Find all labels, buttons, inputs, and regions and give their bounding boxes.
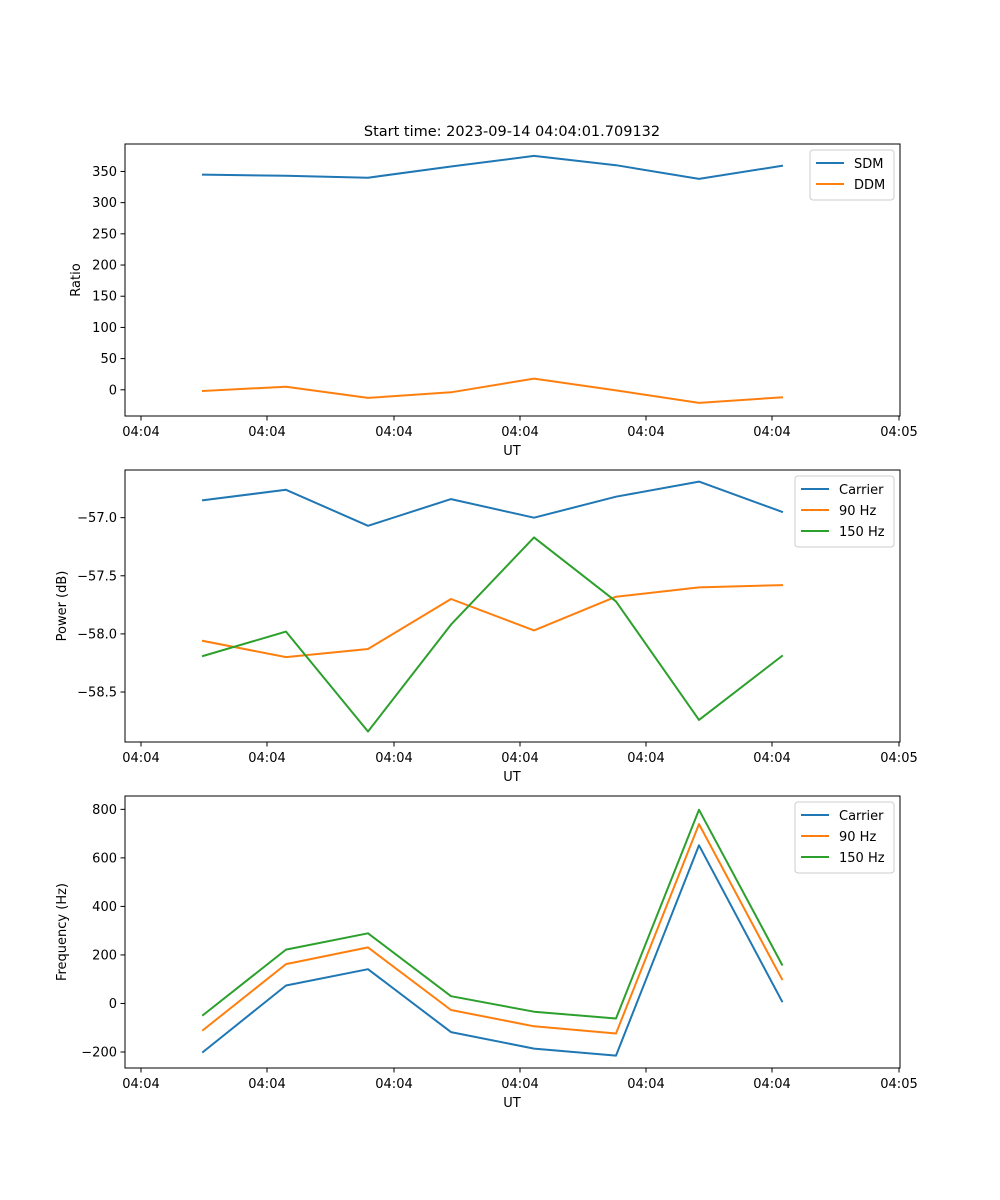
y-axis-label: Power (dB) xyxy=(55,571,70,642)
series-line-90-hz xyxy=(201,584,784,659)
x-tick-label: 04:04 xyxy=(375,425,412,440)
y-tick-label: −57.0 xyxy=(77,511,117,526)
x-tick-label: 04:04 xyxy=(753,1077,790,1092)
x-axis-label: UT xyxy=(503,1096,521,1111)
legend-label: 90 Hz xyxy=(839,830,876,845)
axes-container: 04:04 04:04 04:04 04:04 04:04 04:04 04:05 UT 0 50… xyxy=(55,143,918,1111)
x-tick-label: 04:04 xyxy=(627,1077,664,1092)
x-tick-label: 04:04 xyxy=(248,1077,285,1092)
x-tick-label: 04:04 xyxy=(501,751,538,766)
legend: Carrier 90 Hz 150 Hz xyxy=(794,475,895,548)
y-tick-label: 300 xyxy=(92,196,117,211)
y-axis-label: Ratio xyxy=(69,263,84,296)
x-tick-label: 04:05 xyxy=(880,751,917,766)
x-tick-label: 04:04 xyxy=(627,425,664,440)
x-tick-label: 04:04 xyxy=(375,751,412,766)
x-tick-label: 04:04 xyxy=(248,425,285,440)
series-line-90-hz xyxy=(201,823,784,1035)
x-tick-label: 04:04 xyxy=(122,751,159,766)
series-line-150-hz xyxy=(201,536,784,733)
series-line-ddm xyxy=(201,377,784,404)
legend-frame xyxy=(794,475,895,548)
y-axis-label: Frequency (Hz) xyxy=(55,883,70,981)
legend-label: DDM xyxy=(854,178,885,193)
y-tick-label: 150 xyxy=(92,290,117,305)
axes-1: 04:04 04:04 04:04 04:04 04:04 04:04 04:05 UT 0 50… xyxy=(69,143,918,459)
legend-label: 90 Hz xyxy=(839,504,876,519)
y-tick-label: 200 xyxy=(92,948,117,963)
y-tick-label: 0 xyxy=(109,383,117,398)
x-tick-label: 04:05 xyxy=(880,1077,917,1092)
x-tick-label: 04:04 xyxy=(753,751,790,766)
legend-label: Carrier xyxy=(839,483,884,498)
legend-label: Carrier xyxy=(839,809,884,824)
x-axis-label: UT xyxy=(503,444,521,459)
legend-label: 150 Hz xyxy=(839,851,885,866)
x-tick-label: 04:04 xyxy=(753,425,790,440)
y-tick-label: 100 xyxy=(92,321,117,336)
x-tick-label: 04:04 xyxy=(375,1077,412,1092)
legend-label: SDM xyxy=(854,157,883,172)
y-tick-label: 250 xyxy=(92,227,117,242)
y-tick-label: 0 xyxy=(109,997,117,1012)
series-line-carrier xyxy=(201,844,784,1057)
series-line-carrier xyxy=(201,480,784,527)
x-tick-label: 04:05 xyxy=(880,425,917,440)
x-axis-label: UT xyxy=(503,770,521,785)
axes-3: 04:04 04:04 04:04 04:04 04:04 04:04 04:05 UT −20… xyxy=(55,795,918,1111)
legend: SDM DDM xyxy=(809,149,895,201)
axes-2: 04:04 04:04 04:04 04:04 04:04 04:04 04:05 UT −57… xyxy=(55,469,918,785)
y-tick-label: −200 xyxy=(81,1045,117,1060)
x-tick-label: 04:04 xyxy=(122,1077,159,1092)
y-tick-label: 400 xyxy=(92,900,117,915)
axes-frame xyxy=(124,143,901,417)
axes-frame xyxy=(124,795,901,1069)
series-line-sdm xyxy=(201,154,784,180)
axes-frame xyxy=(124,469,901,743)
x-tick-label: 04:04 xyxy=(627,751,664,766)
y-tick-label: 50 xyxy=(100,352,117,367)
series-line-150-hz xyxy=(201,808,784,1020)
legend-label: 150 Hz xyxy=(839,525,885,540)
legend-frame xyxy=(794,801,895,874)
y-tick-label: 800 xyxy=(92,803,117,818)
y-tick-label: −57.5 xyxy=(77,569,117,584)
y-tick-label: −58.0 xyxy=(77,627,117,642)
x-tick-label: 04:04 xyxy=(122,425,159,440)
y-tick-label: 200 xyxy=(92,259,117,274)
x-tick-label: 04:04 xyxy=(248,751,285,766)
y-tick-label: 600 xyxy=(92,851,117,866)
legend: Carrier 90 Hz 150 Hz xyxy=(794,801,895,874)
x-tick-label: 04:04 xyxy=(501,425,538,440)
y-tick-label: −58.5 xyxy=(77,686,117,701)
y-tick-label: 350 xyxy=(92,165,117,180)
x-tick-label: 04:04 xyxy=(501,1077,538,1092)
figure-title: Start time: 2023-09-14 04:04:01.709132 xyxy=(364,124,660,140)
